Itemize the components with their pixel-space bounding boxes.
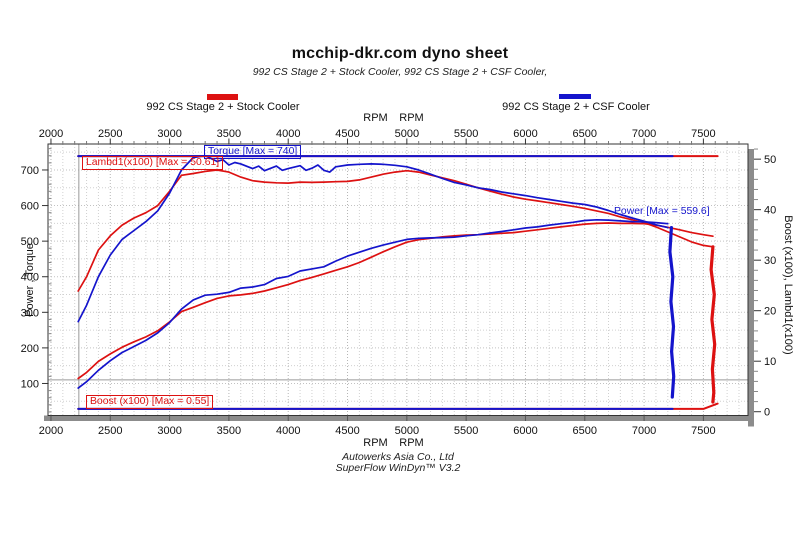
axis-tick-label: 100 [21, 378, 39, 390]
axis-tick-label: 4000 [276, 425, 300, 437]
series-power-csf [77, 218, 669, 389]
axis-tick-label: 600 [21, 201, 39, 213]
axis-tick-label: 7500 [691, 128, 715, 140]
axis-tick-label: 4500 [335, 128, 359, 140]
axis-tick-label: 40 [764, 205, 776, 217]
axis-tick-label: 200 [21, 343, 39, 355]
axis-tick-label: 300 [21, 307, 39, 319]
page-subtitle: 992 CS Stage 2 + Stock Cooler, 992 CS St… [252, 66, 548, 78]
axis-tick-label: 3500 [217, 425, 241, 437]
annotation-boost-max: Boost (x100) [Max = 0.55] [86, 395, 214, 409]
legend-label-stock: 992 CS Stage 2 + Stock Cooler [146, 101, 300, 113]
bottom-axis-title-rpm-1: RPM [363, 437, 388, 449]
axis-tick-label: 400 [21, 272, 39, 284]
axis-tick-label: 2000 [39, 425, 63, 437]
page-title: mcchip-dkr.com dyno sheet [291, 45, 509, 62]
plot-shadow-bottom [44, 415, 754, 421]
axis-tick-label: 30 [764, 255, 776, 267]
footer-company: Autowerks Asia Co., Ltd [342, 451, 454, 463]
annotation-torque-max: Torque [Max = 740] [204, 145, 302, 159]
axis-tick-label: 3000 [157, 128, 181, 140]
axis-tick-label: 5500 [454, 128, 478, 140]
axis-tick-label: 50 [764, 154, 776, 166]
y-right-axis-title: Boost (x100), Lambd1(x100) [782, 215, 794, 354]
legend-label-csf: 992 CS Stage 2 + CSF Cooler [502, 101, 650, 113]
axis-tick-label: 6000 [513, 425, 537, 437]
axis-tick-label: 7500 [691, 425, 715, 437]
axis-tick-label: 20 [764, 306, 776, 318]
series-torque-csf [77, 154, 669, 323]
axis-tick-label: 5000 [395, 128, 419, 140]
axis-tick-label: 2500 [98, 425, 122, 437]
axis-tick-label: 4500 [335, 425, 359, 437]
y-left-axis-title: Power , Torque [24, 243, 36, 317]
axis-tick-label: 6500 [573, 425, 597, 437]
footer-software: SuperFlow WinDyn™ V3.2 [335, 462, 461, 474]
series-run-end-csf [668, 226, 676, 399]
series-torque-stock [77, 169, 714, 292]
axis-tick-label: 2500 [98, 128, 122, 140]
axis-tick-label: 700 [21, 165, 39, 177]
top-axis-title-rpm-2: RPM [399, 112, 424, 124]
axis-tick-label: 3000 [157, 425, 181, 437]
axis-tick-label: 6000 [513, 128, 537, 140]
legend-swatch-csf [559, 93, 591, 99]
legend-swatch-stock [207, 94, 238, 100]
axis-tick-label: 5000 [395, 425, 419, 437]
bottom-axis-title-rpm-2: RPM [399, 437, 424, 449]
plot-border [47, 143, 749, 416]
axis-tick-label: 500 [21, 236, 39, 248]
axis-tick-label: 5500 [454, 425, 478, 437]
axis-tick-label: 2000 [39, 128, 63, 140]
top-axis-title-rpm-1: RPM [363, 112, 388, 124]
series-power-stock [77, 222, 714, 380]
axis-tick-label: 4000 [276, 128, 300, 140]
axis-tick-label: 3500 [217, 128, 241, 140]
series-run-end-stock [709, 245, 717, 404]
axis-tick-label: 7000 [632, 425, 656, 437]
axis-tick-label: 7000 [632, 128, 656, 140]
annotation-power-max: Power [Max = 559.6] [614, 206, 710, 217]
axis-tick-label: 0 [764, 407, 770, 419]
axis-tick-label: 10 [764, 356, 776, 368]
annotation-lambda-max: Lambd1(x100) [Max = 50.61] [82, 156, 224, 170]
axis-tick-label: 6500 [573, 128, 597, 140]
plot-shadow-right [748, 149, 754, 427]
